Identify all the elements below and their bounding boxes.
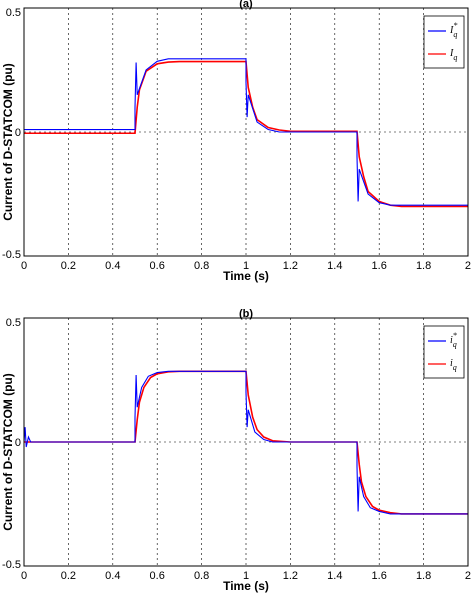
x-tick-label: 2 bbox=[465, 260, 471, 272]
y-tick-label: 0 bbox=[15, 127, 21, 139]
legend-label: Iq bbox=[449, 48, 457, 62]
y-tick-label: 0 bbox=[15, 437, 21, 449]
axes-box bbox=[23, 317, 469, 567]
x-tick-label: 1.6 bbox=[372, 260, 387, 272]
x-tick-label: 0 bbox=[21, 570, 27, 582]
y-tick-label: -0.5 bbox=[2, 559, 21, 571]
x-tick-label: 0 bbox=[21, 260, 27, 272]
x-tick-label: 0.2 bbox=[61, 260, 76, 272]
grid bbox=[24, 318, 468, 566]
y-axis-label: Current of D-STATCOM (pu) bbox=[1, 373, 15, 531]
x-tick-label: 0.6 bbox=[150, 570, 165, 582]
x-tick-label: 0.8 bbox=[194, 260, 209, 272]
legend-box bbox=[423, 325, 465, 379]
x-tick-label: 0.4 bbox=[105, 260, 120, 272]
series-line-iq* bbox=[24, 58, 468, 206]
x-tick-label: 1 bbox=[243, 260, 249, 272]
x-axis-label: Time (s) bbox=[223, 579, 269, 593]
chart-title: (a) bbox=[239, 0, 253, 10]
x-tick-label: 2 bbox=[465, 570, 471, 582]
y-tick-label: -0.5 bbox=[2, 249, 21, 261]
legend-label: iq bbox=[450, 358, 457, 372]
legend-label: i* q bbox=[450, 331, 457, 349]
y-axis-label: Current of D-STATCOM (pu) bbox=[1, 63, 15, 221]
legend-label: I* q bbox=[449, 21, 457, 39]
legend: I* q Iq bbox=[423, 15, 465, 69]
series-line-iq bbox=[24, 370, 468, 515]
legend-box bbox=[423, 15, 465, 69]
x-tick-label: 1.4 bbox=[327, 260, 342, 272]
x-tick-label: 1.6 bbox=[372, 570, 387, 582]
x-tick-label: 1.4 bbox=[327, 570, 342, 582]
chart-panel-b: 0 0.2 0.4 0.6 0.8 1 1.2 1.4 1.6 1.8 2-0.500.5(b)Ti… bbox=[1, 308, 471, 593]
x-tick-label: 0.2 bbox=[61, 570, 76, 582]
x-tick-label: 1.2 bbox=[283, 570, 298, 582]
legend: i* q iq bbox=[423, 325, 465, 379]
x-tick-label: 1.8 bbox=[416, 260, 431, 272]
x-tick-label: 1 bbox=[243, 570, 249, 582]
x-tick-label: 1.2 bbox=[283, 260, 298, 272]
x-tick-label: 0.4 bbox=[105, 570, 120, 582]
x-tick-label: 0.6 bbox=[150, 260, 165, 272]
x-axis-label: Time (s) bbox=[223, 269, 269, 283]
axes-box bbox=[23, 7, 469, 257]
chart-title: (b) bbox=[239, 308, 253, 320]
y-tick-label: 0.5 bbox=[6, 317, 21, 329]
x-tick-label: 1.8 bbox=[416, 570, 431, 582]
chart-panel-a: 0 0.2 0.4 0.6 0.8 1 1.2 1.4 1.6 1.8 2-0.500.5(a)Ti… bbox=[1, 0, 471, 283]
x-tick-label: 0.8 bbox=[194, 570, 209, 582]
y-tick-label: 0.5 bbox=[6, 7, 21, 19]
series-line-i*q bbox=[23, 370, 468, 515]
